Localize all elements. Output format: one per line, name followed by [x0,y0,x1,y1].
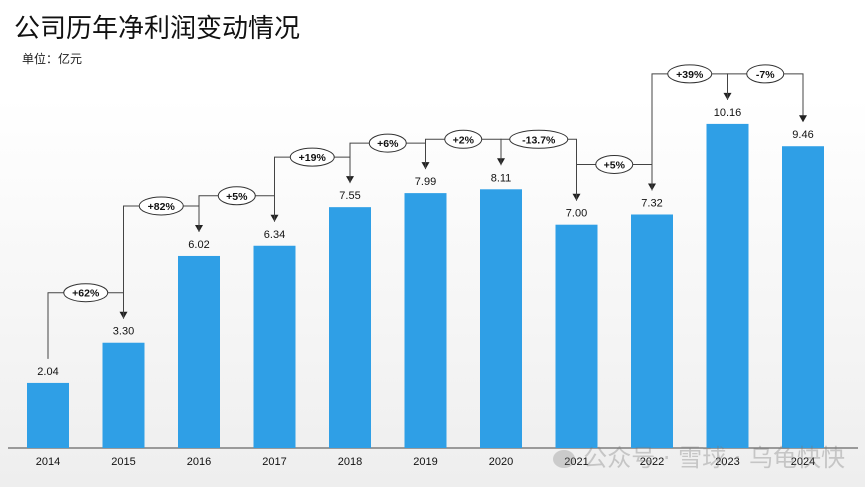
change-connector-2021: -13.7% [500,129,581,201]
bar-2018 [329,207,371,448]
unit-label: 单位：亿元 [22,52,83,66]
change-connector-2022: +5% [576,154,656,201]
value-label-2020: 8.11 [491,172,512,184]
x-tick-2024: 2024 [791,456,815,468]
value-label-2018: 7.55 [339,190,360,202]
change-label-2021: -13.7% [522,134,556,146]
bar-2015 [102,342,145,448]
change-connector-2016: +82% [123,196,203,319]
value-label-2014: 2.04 [37,366,58,378]
change-badge [667,64,713,84]
x-tick-2022: 2022 [640,456,664,468]
change-label-2016: +82% [148,201,176,213]
change-connector-2024: -7% [727,64,807,123]
change-badge [289,147,335,167]
bar-2024 [782,146,824,448]
bar-2019 [404,193,447,448]
change-badge [509,129,569,149]
change-connector-2017: +5% [198,186,279,232]
value-label-2016: 6.02 [188,239,209,251]
change-label-2015: +62% [72,288,100,300]
change-badge [595,154,634,174]
bar-2017 [253,245,296,448]
change-badge [138,196,184,216]
chart-title: 公司历年净利润变动情况 [14,14,301,44]
x-tick-2016: 2016 [187,456,211,468]
change-label-2020: +2% [453,134,475,146]
bar-2020 [480,189,522,448]
x-tick-2019: 2019 [413,456,437,468]
change-connector-2018: +19% [274,147,354,222]
change-badge [63,283,109,303]
bar-2016 [178,255,220,448]
change-badge [217,186,256,206]
wechat-icon [553,450,576,468]
value-label-2024: 9.46 [792,129,813,141]
change-label-2018: +19% [299,152,327,164]
x-tick-2021: 2021 [564,456,588,468]
arrow-head [799,115,807,123]
change-label-2017: +5% [226,191,248,203]
watermark-text: 公众号 · 雪球 · 乌龟快快 [583,444,845,472]
change-label-2019: +6% [377,138,399,150]
value-label-2017: 6.34 [264,229,285,241]
bar-2014 [27,382,69,448]
bar-2021 [555,224,598,448]
value-label-2015: 3.30 [113,326,134,338]
value-label-2023: 10.16 [714,107,742,119]
change-badge [444,129,483,149]
value-label-2019: 7.99 [415,176,436,188]
change-label-2023: +39% [676,69,704,81]
value-label-2022: 7.32 [641,197,662,209]
change-connector-2019: +6% [349,133,430,184]
x-tick-2023: 2023 [715,456,739,468]
bar-2022 [631,214,673,448]
x-tick-2018: 2018 [338,456,362,468]
x-tick-2014: 2014 [36,456,60,468]
watermark: 公众号 · 雪球 · 乌龟快快 [553,438,845,473]
x-tick-2017: 2017 [262,456,286,468]
value-label-2021: 7.00 [566,208,587,220]
change-connector-2023: +39% [651,64,732,191]
x-tick-2020: 2020 [489,456,513,468]
change-badge [368,133,407,153]
change-connector-2020: +2% [425,129,505,170]
x-tick-2015: 2015 [111,456,135,468]
change-label-2022: +5% [604,159,626,171]
change-badge [746,64,785,84]
change-label-2024: -7% [756,69,775,81]
bar-2023 [706,123,749,449]
